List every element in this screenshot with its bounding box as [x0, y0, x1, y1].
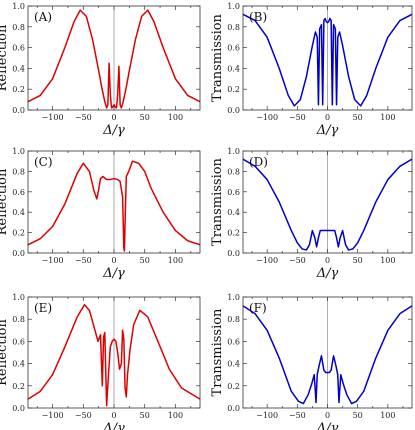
y-tick-label: 0.6	[12, 188, 25, 197]
y-axis-label: Transmission	[210, 308, 225, 396]
x-tick-label: 100	[168, 113, 183, 122]
panel-label: (A)	[34, 10, 52, 24]
series-line	[27, 160, 201, 252]
x-tick-label: 50	[353, 411, 363, 420]
x-tick-label: −100	[42, 113, 64, 122]
y-tick-label: 0.4	[12, 208, 25, 217]
x-tick-label: 50	[140, 113, 150, 122]
x-axis-label: Δ/γ	[316, 266, 339, 281]
panel-label: (D)	[249, 155, 268, 169]
x-tick-label: 100	[168, 256, 183, 265]
x-tick-label: 0	[111, 411, 116, 420]
panel-0: 0.0 0.2 0.4 0.6 0.8 1.0 −100 −50 0 50 100 (A) Δ/γ Ref…	[0, 2, 201, 138]
x-axis-label: Δ/γ	[102, 123, 125, 138]
y-tick-label: 0.6	[12, 337, 25, 346]
panel-1: 0.0 0.2 0.4 0.6 0.8 1.0 −100 −50 0 50 100 (B) Δ/γ Tra…	[210, 2, 413, 138]
x-tick-label: 50	[353, 256, 363, 265]
y-tick-label: 0.4	[227, 64, 240, 73]
panel-4: 0.0 0.2 0.4 0.6 0.8 1.0 −100 −50 0 50 100 (E) Δ/γ Ref…	[0, 293, 201, 430]
x-tick-label: 100	[380, 256, 395, 265]
x-axis-label: Δ/γ	[316, 123, 339, 138]
y-tick-label: 0.2	[12, 85, 25, 94]
x-tick-label: 0	[111, 256, 116, 265]
y-axis-label: Reflection	[0, 168, 10, 235]
y-tick-label: 0.4	[227, 208, 240, 217]
x-tick-label: −50	[289, 256, 306, 265]
x-tick-label: −50	[289, 113, 306, 122]
y-axis-label: Transmission	[210, 157, 225, 245]
y-tick-label: 1.0	[12, 2, 25, 11]
x-tick-label: 50	[140, 256, 150, 265]
x-tick-label: −100	[256, 113, 278, 122]
x-tick-label: −50	[75, 113, 92, 122]
y-tick-label: 1.0	[227, 2, 240, 11]
series-line	[27, 304, 201, 407]
x-tick-label: 0	[325, 411, 330, 420]
panel-label: (E)	[34, 301, 52, 315]
y-tick-label: 0.8	[12, 315, 25, 324]
x-tick-label: −50	[75, 256, 92, 265]
x-tick-label: 100	[168, 411, 183, 420]
y-tick-label: 0.6	[227, 337, 240, 346]
x-axis-label: Δ/γ	[316, 421, 339, 430]
y-tick-label: 0.8	[227, 23, 240, 32]
y-tick-label: 0.2	[12, 382, 25, 391]
y-tick-label: 0.8	[227, 167, 240, 176]
x-tick-label: 50	[140, 411, 150, 420]
x-axis-label: Δ/γ	[102, 421, 125, 430]
y-tick-label: 1.0	[12, 293, 25, 302]
x-tick-label: 100	[380, 411, 395, 420]
y-axis-label: Reflection	[0, 24, 10, 91]
y-tick-label: 1.0	[12, 147, 25, 156]
series-line	[27, 9, 201, 109]
x-tick-label: 0	[325, 256, 330, 265]
y-axis-label: Reflection	[0, 319, 10, 386]
y-tick-label: 1.0	[227, 147, 240, 156]
panel-2: 0.0 0.2 0.4 0.6 0.8 1.0 −100 −50 0 50 100 (C) Δ/γ Ref…	[0, 147, 201, 281]
y-tick-label: 0.8	[12, 23, 25, 32]
x-tick-label: −50	[75, 411, 92, 420]
y-tick-label: 0.2	[12, 229, 25, 238]
y-tick-label: 0.4	[12, 64, 25, 73]
y-tick-label: 0.0	[227, 249, 240, 258]
y-tick-label: 0.2	[227, 229, 240, 238]
panel-label: (C)	[34, 155, 53, 169]
series-line	[242, 13, 413, 107]
y-tick-label: 0.0	[12, 249, 25, 258]
x-tick-label: −100	[256, 411, 278, 420]
x-axis-label: Δ/γ	[102, 266, 125, 281]
panel-label: (B)	[249, 10, 267, 24]
panel-5: 0.0 0.2 0.4 0.6 0.8 1.0 −100 −50 0 50 100 (F) Δ/γ Tra…	[210, 293, 413, 430]
panel-label: (F)	[249, 301, 267, 315]
x-tick-label: 0	[325, 113, 330, 122]
y-axis-label: Transmission	[210, 13, 225, 101]
y-tick-label: 0.8	[227, 315, 240, 324]
y-tick-label: 0.0	[227, 106, 240, 115]
y-tick-label: 1.0	[227, 293, 240, 302]
y-tick-label: 0.4	[12, 360, 25, 369]
panel-3: 0.0 0.2 0.4 0.6 0.8 1.0 −100 −50 0 50 100 (D) Δ/γ Tra…	[210, 147, 413, 281]
x-tick-label: 100	[380, 113, 395, 122]
x-tick-label: −100	[42, 256, 64, 265]
y-tick-label: 0.0	[12, 404, 25, 413]
y-tick-label: 0.6	[12, 44, 25, 53]
series-line	[242, 305, 413, 405]
series-line	[242, 158, 413, 251]
x-tick-label: 50	[353, 113, 363, 122]
x-tick-label: −100	[42, 411, 64, 420]
y-tick-label: 0.0	[12, 106, 25, 115]
x-tick-label: 0	[111, 113, 116, 122]
y-tick-label: 0.2	[227, 85, 240, 94]
y-tick-label: 0.6	[227, 44, 240, 53]
x-tick-label: −50	[289, 411, 306, 420]
y-tick-label: 0.4	[227, 360, 240, 369]
y-tick-label: 0.0	[227, 404, 240, 413]
y-tick-label: 0.2	[227, 382, 240, 391]
x-tick-label: −100	[256, 256, 278, 265]
y-tick-label: 0.8	[12, 167, 25, 176]
y-tick-label: 0.6	[227, 188, 240, 197]
